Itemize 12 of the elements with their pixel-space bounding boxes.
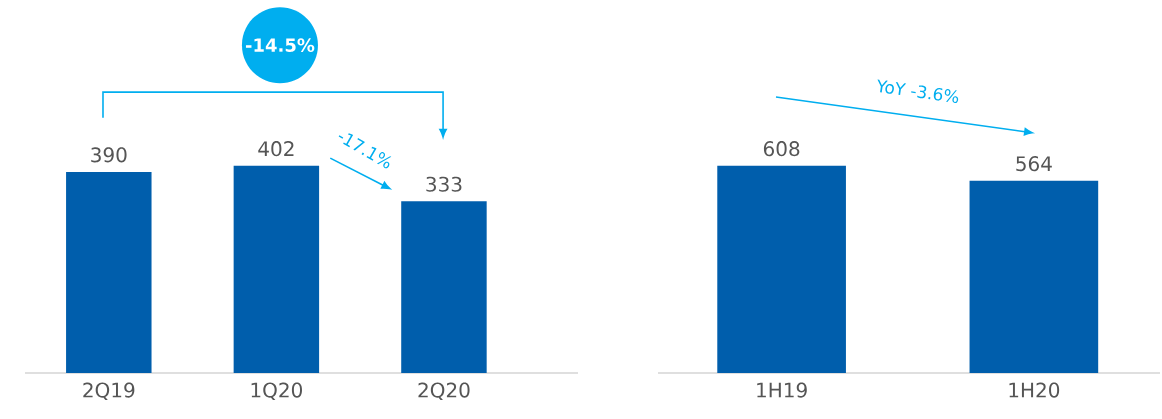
x-tick-label: 2Q20 xyxy=(418,382,470,400)
data-label: 608 xyxy=(763,141,800,157)
data-label: 402 xyxy=(258,141,294,157)
text: YoY -3.6% xyxy=(877,79,959,104)
data-label: 564 xyxy=(1016,156,1052,172)
x-tick-label: 1H19 xyxy=(757,382,807,398)
x-tick-label: 1Q20 xyxy=(251,382,302,400)
data-label: 390 xyxy=(91,147,127,163)
data-label: 333 xyxy=(426,176,462,192)
text: -14.5% xyxy=(245,38,315,52)
x-tick-label: 2Q19 xyxy=(83,382,135,400)
x-tick-label: 1H20 xyxy=(1009,382,1060,398)
